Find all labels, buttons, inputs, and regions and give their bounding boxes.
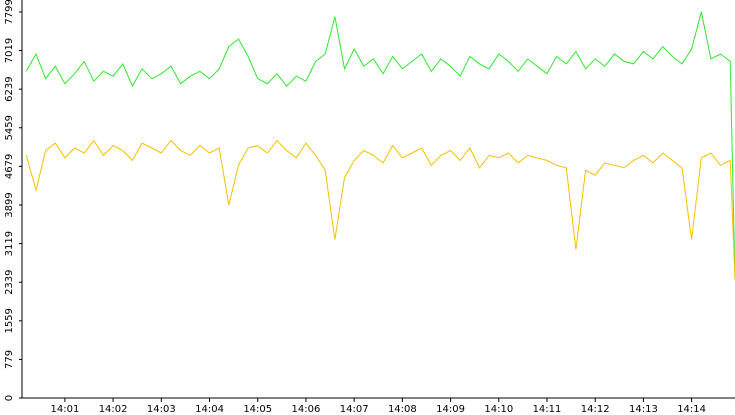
series-line: [25, 139, 735, 280]
x-tick-label: 14:07: [340, 404, 369, 415]
y-tick-label: 4679: [4, 154, 15, 179]
y-tick-label: 779: [4, 350, 15, 369]
x-tick-label: 14:11: [533, 404, 562, 415]
x-tick-label: 14:03: [147, 404, 176, 415]
x-tick-label: 14:05: [243, 404, 272, 415]
x-tick-label: 14:01: [50, 404, 79, 415]
y-tick-label: 7019: [4, 38, 15, 63]
y-tick-label: 1559: [4, 308, 15, 333]
y-tick-label: 3899: [4, 192, 15, 217]
y-tick-label: 5459: [4, 115, 15, 140]
series-line: [25, 11, 735, 280]
x-tick-label: 14:06: [292, 404, 321, 415]
y-tick-label: 0: [4, 395, 15, 401]
x-tick-label: 14:14: [677, 404, 706, 415]
x-tick-label: 14:02: [99, 404, 128, 415]
y-tick-label: 7799: [4, 0, 15, 25]
y-tick-label: 3119: [4, 231, 15, 256]
x-tick-label: 14:04: [195, 404, 224, 415]
y-tick-label: 6239: [4, 76, 15, 101]
y-tick-label: 2339: [4, 269, 15, 294]
x-tick-label: 14:12: [581, 404, 610, 415]
x-tick-label: 14:09: [436, 404, 465, 415]
x-tick-label: 14:08: [388, 404, 417, 415]
x-tick-label: 14:10: [484, 404, 513, 415]
x-tick-label: 14:13: [629, 404, 658, 415]
